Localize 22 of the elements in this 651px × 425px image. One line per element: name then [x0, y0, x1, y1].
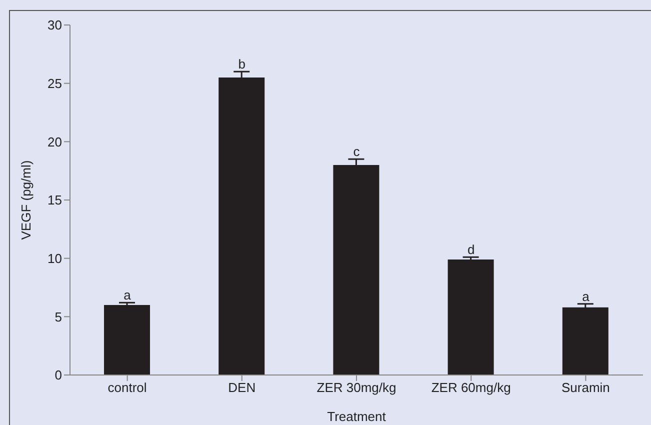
- x-tick-label: ZER 60mg/kg: [431, 380, 511, 396]
- y-tick-label: 15: [48, 192, 62, 208]
- x-tick-label: control: [108, 380, 147, 396]
- annotation: c: [353, 144, 360, 160]
- x-tick-label: Suramin: [561, 380, 610, 396]
- y-tick-label: 5: [54, 309, 62, 324]
- x-tick-label: ZER 30mg/kg: [316, 380, 396, 396]
- x-tick-label: DEN: [228, 380, 256, 396]
- annotation: d: [467, 242, 475, 258]
- annotation: a: [124, 288, 132, 303]
- bar: [562, 307, 608, 375]
- y-axis-title: VEGF (pg/ml): [18, 160, 34, 240]
- y-tick-label: 25: [48, 76, 62, 91]
- x-axis-title: Treatment: [327, 409, 386, 424]
- y-tick-label: 10: [48, 250, 62, 266]
- annotation: b: [238, 56, 246, 72]
- y-tick-label: 0: [54, 368, 62, 383]
- bar: [448, 260, 494, 375]
- y-tick-label: 30: [48, 18, 62, 33]
- bar: [104, 305, 150, 375]
- y-tick-label: 20: [48, 134, 62, 150]
- annotation: a: [582, 288, 590, 304]
